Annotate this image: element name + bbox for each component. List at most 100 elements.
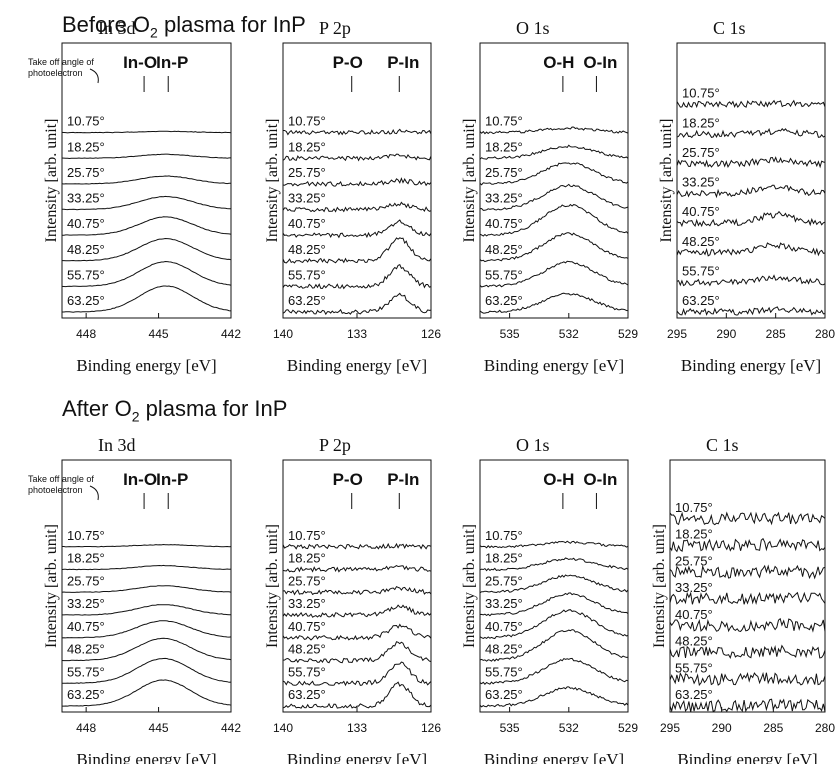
- p1-2-peak-label-1: O-In: [583, 470, 617, 489]
- p1-2-spectrum-7: [479, 686, 629, 708]
- p1-0-peak-label-0: In-O: [123, 470, 157, 489]
- p0-0-spectrum-0: [61, 130, 232, 134]
- section-title-before-sub: 2: [150, 24, 158, 41]
- p0-3-xlabel: Binding energy [eV]: [681, 356, 821, 375]
- p0-0-ylabel: Intensity [arb. unit]: [43, 119, 60, 243]
- p1-2-angle-label-7: 63.25°: [485, 687, 523, 702]
- p0-2-angle-label-7: 63.25°: [485, 293, 523, 308]
- p0-1-peak-label-1: P-In: [387, 53, 419, 72]
- p1-1-angle-label-4: 40.75°: [288, 619, 326, 634]
- p0-2-peak-label-1: O-In: [583, 53, 617, 72]
- p1-2-peak-label-0: O-H: [543, 470, 574, 489]
- p1-0-panel-label: In 3d: [98, 435, 136, 455]
- p0-0-peak-label-0: In-O: [123, 53, 157, 72]
- p1-2-spectrum-3: [479, 592, 629, 617]
- p1-1-angle-label-6: 55.75°: [288, 664, 326, 679]
- p1-2-frame: [479, 459, 629, 713]
- p0-1-angle-label-2: 25.75°: [288, 165, 326, 180]
- p1-1-angle-label-7: 63.25°: [288, 687, 326, 702]
- p1-3-xtick-label-0: 295: [660, 721, 680, 735]
- p0-1-spectrum-3: [282, 201, 432, 213]
- p0-0-angle-label-3: 33.25°: [67, 191, 105, 206]
- p0-1-spectrum-2: [282, 177, 432, 187]
- p1-1-xtick-label-0: 140: [273, 721, 293, 735]
- p1-0-spectrum-4: [61, 620, 232, 639]
- p0-2-angle-label-4: 40.75°: [485, 216, 523, 231]
- p1-2-spectrum-4: [479, 609, 629, 640]
- p1-0-angle-label-6: 55.75°: [67, 664, 105, 679]
- p0-0-spectrum-5: [62, 237, 232, 262]
- p0-1-angle-label-4: 40.75°: [288, 216, 326, 231]
- p0-0-annotation-arrow: [89, 68, 99, 84]
- p1-0-annotation: Take off angle of photoelectron: [28, 474, 94, 495]
- p1-3-spectrum-2: [669, 564, 826, 580]
- p1-2-ylabel: Intensity [arb. unit]: [461, 524, 478, 648]
- p0-0-angle-label-5: 48.25°: [67, 242, 105, 257]
- p0-2-angle-label-2: 25.75°: [485, 165, 523, 180]
- p1-1-xtick-label-1: 133: [347, 721, 367, 735]
- p0-1-ylabel: Intensity [arb. unit]: [264, 119, 281, 243]
- p1-0-spectrum-1: [61, 564, 232, 571]
- p0-1-spectrum-4: [282, 219, 432, 239]
- p0-1-angle-label-7: 63.25°: [288, 293, 326, 308]
- p0-0-xlabel: Binding energy [eV]: [76, 356, 216, 375]
- p1-3-xtick-label-2: 285: [763, 721, 783, 735]
- p0-2-spectrum-7: [479, 292, 629, 314]
- p1-3-frame: [669, 459, 826, 713]
- p1-0-angle-label-2: 25.75°: [67, 573, 105, 588]
- p0-0-spectrum-2: [61, 175, 231, 185]
- p0-1-xlabel: Binding energy [eV]: [287, 356, 427, 375]
- p0-2-spectrum-5: [479, 232, 629, 263]
- p1-0-xlabel: Binding energy [eV]: [76, 750, 216, 764]
- p1-2-spectrum-1: [479, 557, 629, 572]
- p1-0-angle-label-7: 63.25°: [67, 687, 105, 702]
- section-title-after-sub: 2: [131, 408, 140, 425]
- p0-3-frame: [676, 42, 826, 319]
- p0-0-spectrum-6: [61, 260, 232, 288]
- p0-2-spectrum-6: [479, 260, 629, 288]
- p0-3-spectrum-5: [676, 242, 826, 257]
- p1-1-angle-label-5: 48.25°: [288, 642, 326, 657]
- p0-1-panel-label: P 2p: [319, 18, 351, 38]
- p1-1-spectrum-6: [282, 661, 432, 687]
- p0-0-spectrum-3: [62, 195, 232, 211]
- p1-2-angle-label-5: 48.25°: [485, 642, 523, 657]
- p1-1-xlabel: Binding energy [eV]: [287, 750, 427, 764]
- p0-2-ylabel: Intensity [arb. unit]: [461, 119, 478, 243]
- p0-1-spectrum-7: [282, 292, 432, 316]
- p0-2-angle-label-5: 48.25°: [485, 242, 523, 257]
- p1-3-xtick-label-1: 290: [712, 721, 732, 735]
- p0-2-frame: [479, 42, 629, 319]
- section-title-after-pre: After O: [62, 396, 132, 421]
- p0-0-spectrum-7: [62, 285, 232, 313]
- p1-0-spectrum-2: [61, 585, 232, 593]
- p1-0-xtick-label-2: 442: [221, 721, 241, 735]
- p1-2-xtick-label-1: 532: [559, 721, 579, 735]
- section-title-before-post: plasma for InP: [157, 12, 306, 37]
- p0-3-spectrum-7: [676, 306, 826, 316]
- p1-1-angle-label-2: 25.75°: [288, 573, 326, 588]
- p0-1-angle-label-0: 10.75°: [288, 114, 326, 129]
- p1-0-angle-label-1: 18.25°: [67, 551, 105, 566]
- p1-3-angle-label-6: 55.75°: [675, 660, 713, 675]
- p1-0-spectrum-0: [62, 543, 232, 548]
- p1-2-panel-label: O 1s: [516, 435, 550, 455]
- p1-2-spectrum-5: [479, 629, 629, 662]
- p0-2-spectrum-3: [479, 183, 629, 211]
- p0-1-peak-label-0: P-O: [333, 53, 363, 72]
- p0-3-angle-label-1: 18.25°: [682, 115, 720, 130]
- p1-1-spectrum-3: [282, 604, 432, 618]
- p0-3-spectrum-6: [676, 274, 826, 287]
- p0-1-angle-label-3: 33.25°: [288, 191, 326, 206]
- p0-1-spectrum-0: [283, 128, 432, 136]
- p1-0-xtick-label-0: 448: [76, 721, 96, 735]
- p0-3-spectrum-0: [676, 99, 826, 109]
- p0-1-spectrum-6: [282, 264, 432, 290]
- p0-0-peak-label-1: In-P: [156, 53, 188, 72]
- p1-3-spectrum-1: [669, 537, 826, 553]
- section-title-before-pre: Before O: [62, 12, 151, 37]
- p1-1-panel-label: P 2p: [319, 435, 351, 455]
- p1-3-angle-label-0: 10.75°: [675, 500, 713, 515]
- p1-2-angle-label-1: 18.25°: [485, 551, 523, 566]
